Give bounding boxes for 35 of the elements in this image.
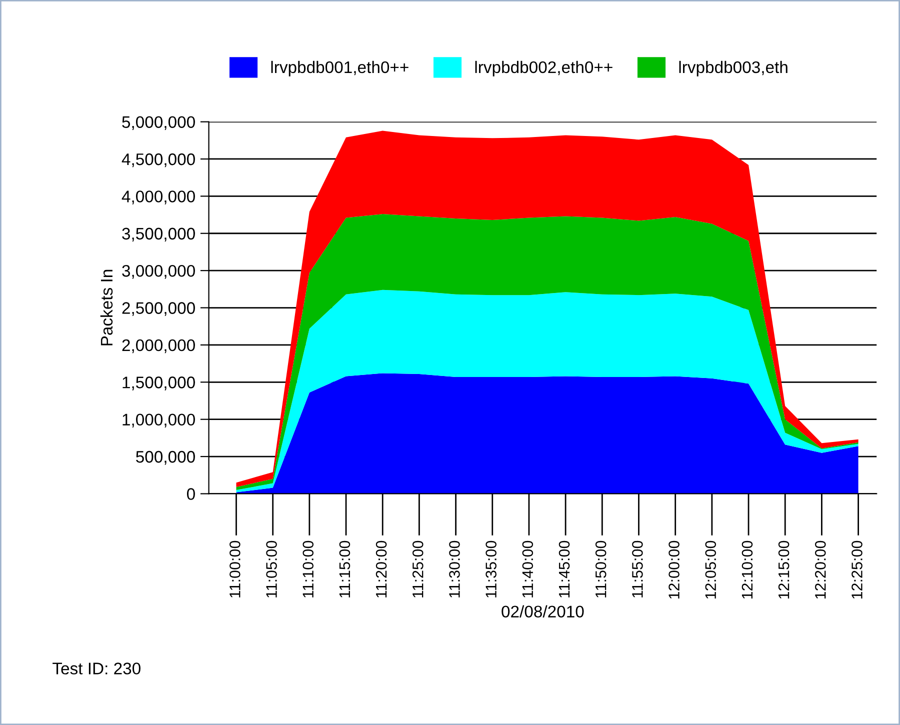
x-tick-label: 11:10:00 [302, 540, 314, 598]
y-tick-label: 1,500,000 [122, 376, 195, 390]
text: Test ID: 230 [52, 662, 140, 674]
x-tick-label: 11:50:00 [595, 540, 606, 598]
x-tick-label: 11:00:00 [230, 540, 240, 598]
y-tick-label: 2,000,000 [122, 339, 195, 354]
y-tick-label: 2,500,000 [122, 302, 195, 316]
x-tick-label: 11:05:00 [266, 540, 277, 598]
legend-label: lrvpbdb001,eth0++ [271, 60, 408, 76]
y-tick-label: 4,000,000 [122, 190, 195, 204]
x-tick-label: 11:15:00 [339, 540, 350, 598]
x-tick-label: 11:25:00 [412, 540, 424, 598]
x-tick-label: 12:05:00 [705, 540, 716, 599]
y-tick-label: 0 [186, 488, 195, 500]
y-tick-label: 3,500,000 [122, 228, 195, 242]
x-tick-label: 11:40:00 [522, 540, 534, 598]
x-tick-label: 12:25:00 [852, 540, 862, 599]
y-tick-label: 1,000,000 [122, 414, 195, 428]
x-axis-title: 02/08/2010 [502, 605, 584, 618]
y-tick-label: 4,500,000 [122, 153, 195, 168]
x-tick-label: 11:35:00 [486, 540, 496, 598]
y-tick-label: 3,000,000 [122, 264, 195, 279]
x-tick-label: 11:30:00 [449, 540, 460, 598]
legend-label: lrvpbdb002,eth0++ [475, 60, 612, 76]
x-tick-label: 11:20:00 [376, 540, 387, 598]
y-axis-title: Packets In [100, 270, 113, 346]
x-tick-label: 12:20:00 [814, 540, 826, 599]
y-tick-label: 5,000,000 [122, 116, 195, 130]
x-tick-label: 11:45:00 [558, 540, 570, 598]
legend-label: lrvpbdb003,eth [679, 60, 788, 76]
x-tick-label: 12:00:00 [668, 540, 680, 599]
y-tick-label: 500,000 [136, 450, 195, 465]
x-tick-label: 12:15:00 [778, 540, 790, 599]
x-tick-label: 11:55:00 [632, 540, 643, 598]
x-tick-label: 12:10:00 [742, 540, 753, 599]
